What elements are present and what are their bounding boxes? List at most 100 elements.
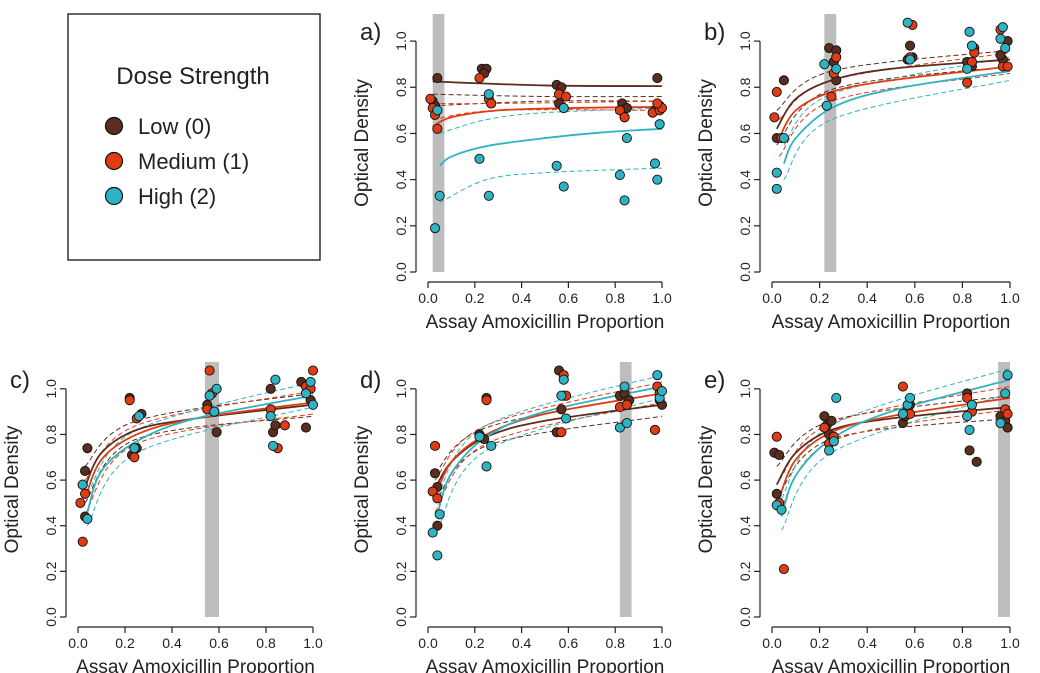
y-tick-label: 0.0: [737, 607, 753, 627]
y-tick-label: 0.0: [393, 262, 409, 282]
data-point-medium: [80, 488, 91, 499]
data-point-high: [962, 411, 973, 422]
data-point-medium: [77, 536, 88, 547]
data-point-low: [771, 488, 782, 499]
data-point-high: [561, 413, 572, 424]
y-tick-label: 0.4: [737, 516, 753, 536]
data-point-high: [649, 158, 661, 169]
data-point-medium: [432, 123, 443, 134]
y-tick-label: 1.0: [737, 31, 753, 51]
data-point-low: [1002, 422, 1013, 433]
data-point-high: [652, 174, 663, 185]
y-axis-title: Optical Density: [2, 425, 23, 553]
y-tick-label: 0.6: [393, 470, 409, 490]
y-tick-label: 1.0: [737, 379, 753, 399]
chart-panel-1: a) 0.0 0.2 0.4 0.6 0.8 1.0 Optical Density 0.0 0.…: [352, 14, 672, 333]
panel-label: c): [10, 367, 30, 394]
data-point-high: [551, 160, 562, 171]
data-point-medium: [962, 77, 973, 88]
data-point-medium: [778, 564, 789, 575]
ci-lower-line-low: [776, 417, 1011, 499]
data-point-low: [556, 404, 567, 415]
ci-lower-line-low: [776, 65, 1011, 146]
panels: a) 0.0 0.2 0.4 0.6 0.8 1.0 Optical Density 0.0 0.…: [2, 14, 1020, 673]
x-tick-label: 0.6: [905, 635, 925, 651]
y-tick-label: 0.8: [43, 425, 59, 445]
data-point-high: [902, 17, 913, 28]
x-tick-label: 0.4: [857, 290, 877, 306]
data-point-high: [1002, 370, 1013, 381]
y-tick-label: 1.0: [393, 31, 409, 51]
data-point-medium: [75, 497, 86, 508]
x-tick-label: 0.2: [810, 635, 830, 651]
legend-marker-medium: [104, 151, 124, 171]
x-tick-label: 0.6: [209, 635, 229, 651]
fit-line-medium: [778, 65, 1011, 139]
y-tick-label: 0.0: [393, 607, 409, 627]
ci-upper-line-high: [86, 381, 314, 495]
data-point-medium: [474, 72, 485, 84]
data-point-medium: [204, 365, 215, 376]
data-point-high: [831, 63, 842, 74]
y-axis-title: Optical Density: [696, 425, 717, 553]
ci-upper-line-medium: [84, 390, 314, 481]
data-point-medium: [481, 395, 492, 406]
y-tick-label: 0.6: [737, 124, 753, 144]
data-point-high: [966, 40, 977, 51]
data-point-high: [270, 374, 281, 385]
fit-line-low: [775, 406, 1011, 486]
x-tick-label: 0.4: [512, 635, 532, 651]
x-tick-label: 0.2: [465, 635, 485, 651]
fit-line-high: [439, 127, 663, 167]
fit-line-high: [780, 378, 1011, 517]
data-point-high: [434, 190, 445, 201]
data-point-low: [432, 72, 443, 84]
data-point-high: [621, 133, 632, 144]
y-tick-label: 0.4: [737, 170, 753, 190]
y-tick-label: 0.2: [43, 561, 59, 581]
fit-line-medium: [432, 106, 663, 128]
legend: Dose Strength Low (0) Medium (1) High (2…: [67, 13, 321, 261]
data-point-high: [904, 54, 916, 65]
data-point-medium: [427, 486, 438, 497]
data-point-medium: [769, 112, 780, 123]
chart-panel-4: d) 0.0 0.2 0.4 0.6 0.8 1.0 Optical Density 0.0 0.…: [352, 362, 672, 673]
data-point-high: [621, 417, 632, 429]
fit-line-medium: [84, 401, 314, 499]
data-point-medium: [129, 452, 140, 463]
data-point-medium: [307, 365, 319, 376]
data-point-high: [966, 399, 977, 410]
x-tick-label: 1.0: [652, 290, 672, 306]
fit-line-high: [436, 385, 663, 515]
x-tick-label: 1.0: [652, 635, 672, 651]
chart-panel-2: b) 0.0 0.2 0.4 0.6 0.8 1.0 Optical Density 0.0 0.…: [696, 14, 1020, 333]
y-tick-label: 0.2: [737, 216, 753, 236]
data-point-high: [1000, 388, 1011, 399]
y-tick-label: 0.4: [393, 170, 409, 190]
data-point-low: [995, 49, 1006, 60]
panel-label: e): [704, 367, 725, 394]
panel-label: d): [360, 367, 381, 394]
data-point-high: [776, 504, 787, 515]
y-tick-label: 0.0: [43, 607, 59, 627]
panel-label: a): [360, 19, 381, 46]
y-tick-label: 0.4: [393, 516, 409, 536]
x-tick-label: 1.0: [1000, 635, 1020, 651]
y-tick-label: 0.4: [43, 516, 59, 536]
highlight-band: [998, 362, 1010, 617]
x-axis-title: Assay Amoxicillin Proportion: [772, 657, 1011, 673]
highlight-band: [619, 362, 632, 617]
data-point-high: [432, 550, 443, 561]
x-tick-label: 0.4: [512, 290, 532, 306]
chart-panel-3: c) 0.0 0.2 0.4 0.6 0.8 1.0 Optical Density 0.0 0.…: [2, 362, 323, 673]
data-point-medium: [614, 105, 625, 116]
x-tick-label: 0.6: [559, 290, 579, 306]
x-tick-label: 0.8: [605, 290, 625, 306]
x-tick-label: 0.4: [857, 635, 877, 651]
data-point-low: [300, 422, 312, 433]
data-point-low: [211, 427, 222, 438]
x-tick-label: 0.6: [559, 635, 579, 651]
data-point-medium: [897, 381, 908, 392]
x-tick-label: 0.0: [418, 635, 438, 651]
